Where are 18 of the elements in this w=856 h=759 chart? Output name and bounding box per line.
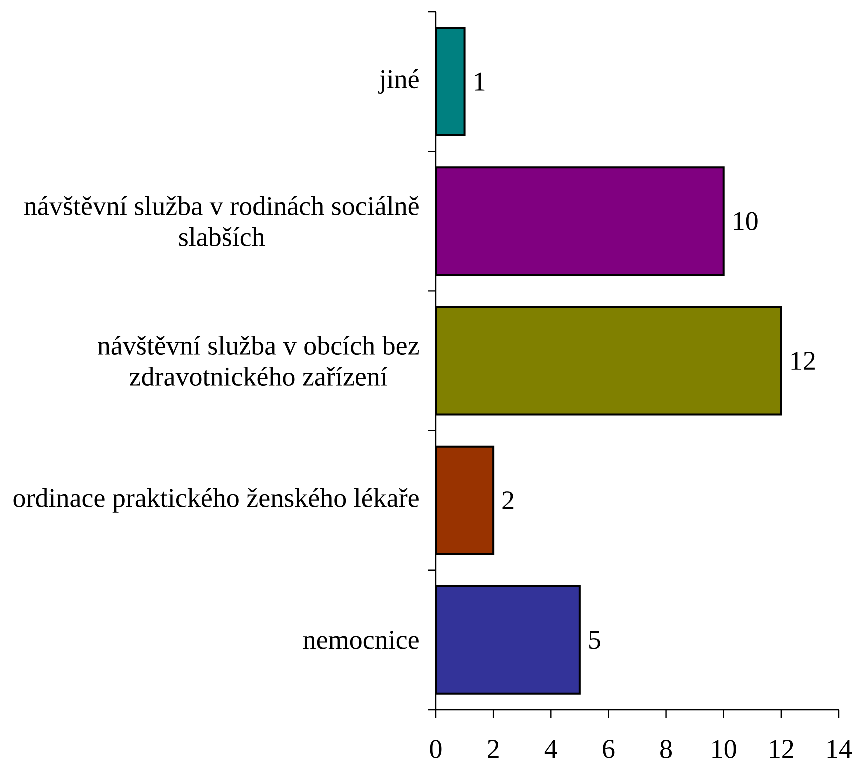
x-tick-label: 14 [828, 740, 852, 758]
y-tick-label: ordinace praktického ženského lékaře [14, 488, 419, 513]
x-tick-label: 6 [603, 740, 615, 758]
data-label: 1 [475, 72, 485, 91]
x-tick-label: 10 [712, 740, 736, 758]
data-label: 12 [792, 352, 815, 370]
y-tick-label: návštěvní služba v obcích bez zdravotnického zařízení [98, 336, 420, 386]
data-label: 10 [734, 212, 758, 230]
x-tick-label: 8 [660, 740, 672, 758]
x-tick-label: 2 [488, 740, 499, 758]
data-label: 5 [589, 631, 600, 650]
x-tick-label: 12 [770, 740, 794, 758]
data-label: 2 [502, 492, 514, 510]
x-tick-label: 0 [430, 740, 442, 758]
x-tick-label: 4 [544, 740, 558, 758]
y-tick-label: jiné [378, 70, 419, 94]
y-tick-label: návštěvní služba v rodinách sociálně slabších [24, 196, 419, 246]
y-tick-label: nemocnice [303, 631, 419, 650]
